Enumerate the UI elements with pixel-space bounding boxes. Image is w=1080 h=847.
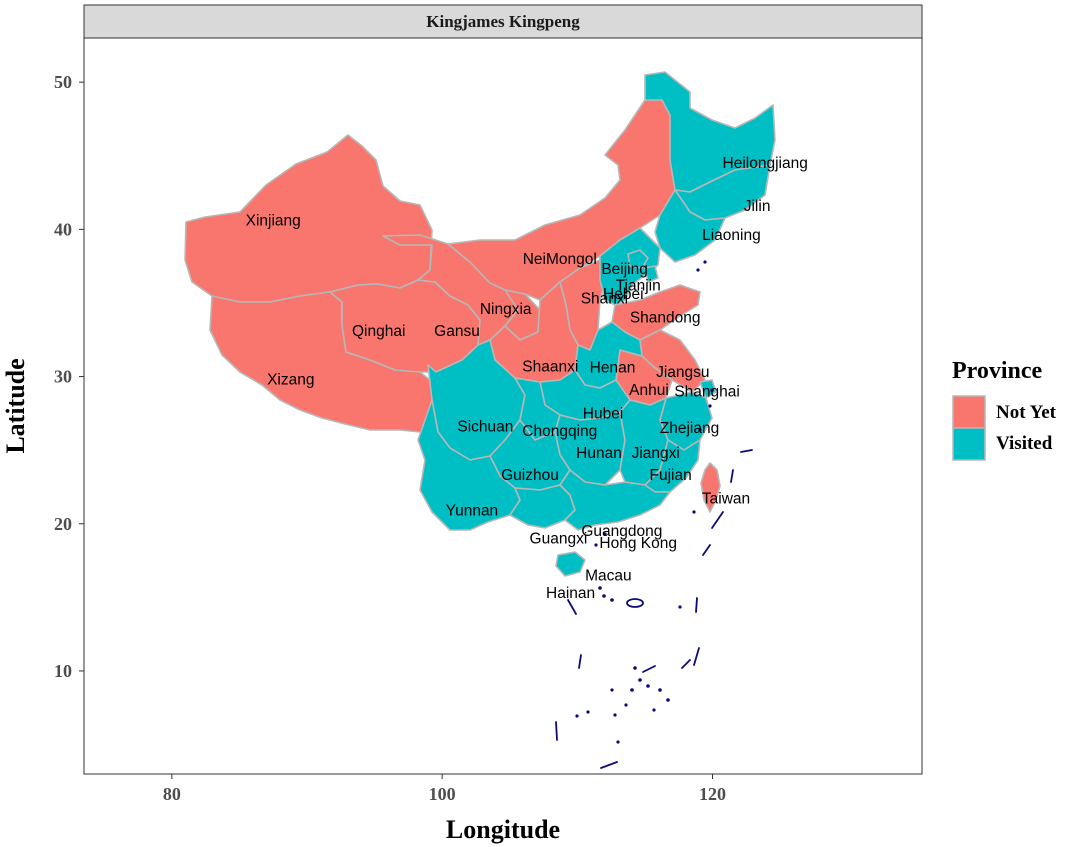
province-label-guizhou: Guizhou bbox=[501, 467, 559, 484]
provinces-layer bbox=[184, 71, 776, 577]
province-hainan bbox=[555, 551, 586, 577]
legend-swatch-not-yet bbox=[952, 395, 986, 429]
province-yunnan bbox=[417, 399, 521, 531]
province-label-neimongol: NeiMongol bbox=[523, 251, 597, 268]
province-label-hong-kong: Hong Kong bbox=[599, 535, 677, 552]
province-label-zhejiang: Zhejiang bbox=[660, 420, 719, 437]
province-label-hainan: Hainan bbox=[546, 585, 595, 602]
province-label-shaanxi: Shaanxi bbox=[522, 358, 578, 375]
province-label-qinghai: Qinghai bbox=[352, 323, 405, 340]
legend: Province Not Yet Visited bbox=[952, 358, 1057, 461]
province-label-sichuan: Sichuan bbox=[457, 419, 513, 436]
province-taiwan bbox=[700, 462, 721, 513]
legend-label-not-yet: Not Yet bbox=[996, 402, 1057, 423]
province-label-taiwan: Taiwan bbox=[702, 491, 750, 508]
facet-strip bbox=[83, 4, 923, 39]
province-label-liaoning: Liaoning bbox=[702, 227, 761, 244]
province-tianjin bbox=[644, 265, 659, 283]
province-label-yunnan: Yunnan bbox=[446, 503, 499, 520]
province-liaoning bbox=[654, 189, 726, 263]
province-label-anhui: Anhui bbox=[629, 382, 669, 399]
chart-title: Kingjames Kingpeng bbox=[426, 12, 580, 31]
province-label-shandong: Shandong bbox=[630, 310, 701, 327]
province-label-guangxi: Guangxi bbox=[530, 531, 588, 548]
y-tick-label: 20 bbox=[54, 514, 72, 534]
province-heilongjiang bbox=[644, 71, 776, 193]
legend-title: Province bbox=[952, 358, 1043, 384]
province-shanghai bbox=[699, 379, 717, 399]
province-label-hunan: Hunan bbox=[576, 445, 622, 462]
islands-layer bbox=[555, 260, 753, 769]
province-label-henan: Henan bbox=[590, 360, 636, 377]
province-label-shanghai: Shanghai bbox=[674, 383, 740, 400]
y-tick-label: 10 bbox=[54, 661, 72, 681]
x-tick-label: 100 bbox=[429, 784, 456, 804]
province-fujian bbox=[644, 439, 701, 493]
province-label-jiangsu: Jiangsu bbox=[656, 364, 709, 381]
province-label-heilongjiang: Heilongjiang bbox=[723, 155, 808, 172]
province-label-jilin: Jilin bbox=[744, 198, 771, 215]
legend-label-visited: Visited bbox=[996, 433, 1053, 454]
x-tick-label: 80 bbox=[163, 784, 181, 804]
y-tick-label: 30 bbox=[54, 367, 72, 387]
province-label-ningxia: Ningxia bbox=[480, 301, 532, 318]
province-beijing bbox=[627, 249, 649, 269]
x-axis-label: Longitude bbox=[446, 815, 560, 844]
axes: 80 100 120 10 20 30 40 50 bbox=[54, 72, 726, 804]
province-label-gansu: Gansu bbox=[434, 323, 480, 340]
province-label-xinjiang: Xinjiang bbox=[246, 213, 301, 230]
province-label-macau: Macau bbox=[585, 567, 632, 584]
province-label-jiangxi: Jiangxi bbox=[632, 445, 680, 462]
province-label-beijing: Beijing bbox=[601, 261, 648, 278]
x-tick-label: 120 bbox=[699, 784, 726, 804]
province-label-xizang: Xizang bbox=[267, 372, 314, 389]
province-label-guangdong: Guangdong bbox=[581, 523, 662, 540]
province-label-chongqing: Chongqing bbox=[522, 423, 597, 440]
y-tick-label: 40 bbox=[54, 219, 72, 239]
y-axis-label: Latitude bbox=[1, 358, 30, 453]
province-label-hubei: Hubei bbox=[583, 405, 624, 422]
legend-swatch-visited bbox=[952, 427, 986, 461]
province-label-shanxi: Shanxi bbox=[581, 291, 628, 308]
province-label-tianjin: Tianjin bbox=[616, 277, 661, 294]
province-label-hebei: Hebei bbox=[603, 286, 644, 303]
province-label-fujian: Fujian bbox=[649, 467, 691, 484]
y-tick-label: 50 bbox=[54, 72, 72, 92]
province-guangdong bbox=[559, 469, 671, 531]
